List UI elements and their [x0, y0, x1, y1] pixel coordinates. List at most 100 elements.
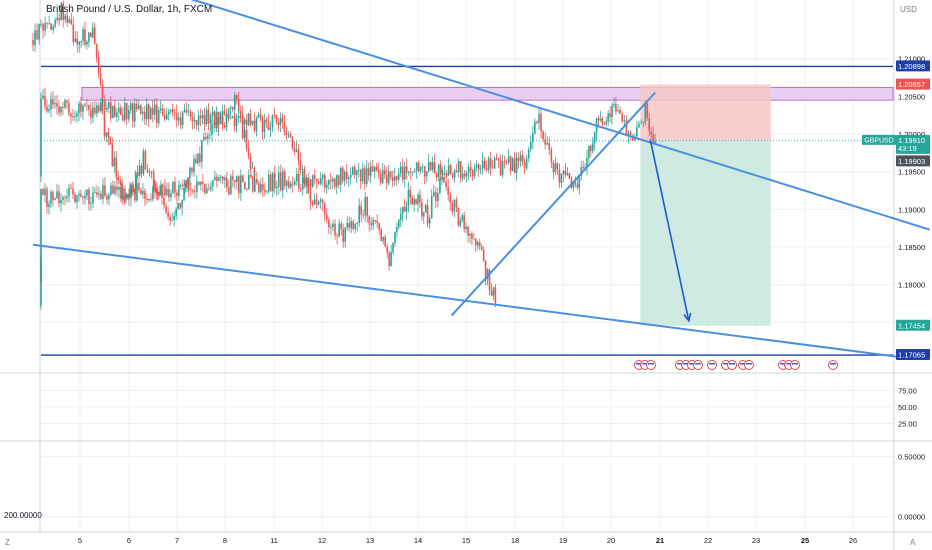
current-price-label: 1.19910	[898, 136, 925, 145]
candle-body	[443, 177, 445, 183]
candle-body	[370, 223, 372, 226]
candle-body	[74, 116, 76, 118]
candle-body	[92, 107, 94, 118]
candle-body	[172, 181, 174, 194]
candle-body	[357, 169, 360, 171]
candle-body	[429, 162, 432, 170]
candle-body	[58, 17, 60, 21]
candle-body	[136, 171, 139, 177]
candle-body	[613, 104, 615, 106]
candle-body	[572, 182, 575, 188]
candle-body	[586, 157, 588, 168]
candle-body	[259, 114, 262, 117]
candle-body	[123, 102, 126, 121]
candle-body	[48, 203, 50, 207]
candle-body	[362, 214, 364, 216]
candle-body	[403, 166, 406, 180]
candle-body	[249, 155, 252, 169]
candle-body	[106, 108, 108, 110]
candle-body	[193, 120, 196, 122]
price-axis-tick: 1.18500	[898, 243, 925, 252]
candle-body	[148, 172, 151, 174]
price-axis-tick: 1.20500	[898, 92, 925, 101]
candle-body	[258, 182, 260, 192]
candle-body	[60, 199, 62, 204]
candle-body	[106, 195, 108, 200]
candle-body	[341, 167, 344, 181]
candle-body	[34, 30, 36, 46]
candle-body	[411, 197, 414, 205]
candle-body	[319, 178, 322, 184]
candle-body	[391, 177, 394, 181]
price-axis-tick: 1.18000	[898, 281, 925, 290]
candle-body	[359, 169, 362, 182]
candle-body	[196, 181, 198, 192]
candle-body	[56, 103, 58, 107]
event-flag-icon	[790, 360, 800, 370]
candle-body	[325, 184, 328, 188]
candle-body	[122, 114, 124, 121]
candle-body	[277, 122, 280, 126]
event-flag-icon	[646, 360, 656, 370]
candle-body	[113, 157, 116, 166]
candle-body	[251, 120, 254, 125]
candle-body	[181, 200, 183, 208]
candle-body	[413, 170, 416, 172]
candle-body	[638, 123, 640, 128]
candle-body	[94, 192, 96, 193]
candle-body	[605, 121, 608, 125]
candle-body	[93, 27, 96, 44]
candle-body	[576, 184, 579, 188]
candle-body	[84, 29, 86, 45]
candle-body	[345, 171, 348, 180]
candle-body	[86, 41, 88, 45]
candle-body	[144, 191, 146, 199]
candle-body	[582, 167, 584, 168]
candle-body	[42, 189, 44, 195]
candle-body	[157, 191, 159, 195]
candle-body	[465, 172, 468, 177]
candle-body	[188, 185, 190, 190]
candle-body	[107, 132, 110, 138]
candle-body	[140, 189, 142, 195]
candle-body	[463, 215, 465, 230]
candle-body	[644, 103, 647, 123]
candle-body	[91, 27, 94, 38]
candle-body	[311, 175, 314, 187]
candle-body	[344, 227, 346, 242]
candle-body	[76, 113, 78, 117]
candle-body	[650, 131, 652, 135]
right-corner-label[interactable]: A	[910, 538, 916, 547]
candle-body	[88, 32, 90, 42]
left-scale-value: 200.00000	[4, 511, 42, 520]
oscillator-axis-tick: 75.00	[898, 387, 917, 396]
candle-body	[437, 193, 439, 201]
candle-body	[161, 192, 163, 198]
candle-body	[123, 198, 125, 200]
candle-body	[374, 220, 376, 222]
candle-body	[70, 187, 72, 189]
candle-body	[411, 171, 414, 173]
time-axis-tick: 15	[462, 536, 470, 545]
candle-body	[189, 167, 191, 178]
candle-body	[190, 189, 192, 191]
candle-body	[119, 179, 121, 184]
left-corner-label[interactable]: Z	[5, 538, 10, 547]
candle-body	[355, 170, 358, 176]
candle-body	[278, 172, 280, 187]
forecast-arrowhead	[683, 312, 692, 323]
candle-body	[97, 57, 100, 74]
candle-body	[111, 144, 114, 166]
candle-body	[285, 132, 288, 135]
candle-body	[484, 260, 487, 280]
candle-body	[42, 95, 44, 99]
candle-body	[467, 167, 470, 173]
candle-body	[195, 158, 197, 164]
candle-body	[173, 112, 176, 114]
candle-body	[177, 117, 180, 121]
candle-body	[439, 178, 441, 194]
candle-body	[283, 122, 286, 133]
candle-body	[237, 116, 240, 118]
